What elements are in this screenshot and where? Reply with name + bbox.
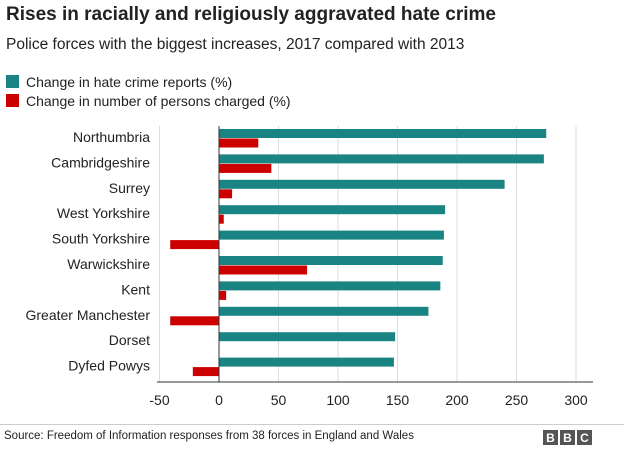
x-tick-label: 0	[215, 392, 223, 408]
bar-reports	[219, 281, 441, 291]
category-label: Greater Manchester	[26, 307, 151, 323]
bar-charged	[219, 163, 272, 173]
legend-label-reports: Change in hate crime reports (%)	[26, 73, 233, 90]
bar-reports	[219, 306, 429, 316]
bar-reports	[219, 154, 544, 164]
bar-reports	[219, 129, 547, 138]
bar-reports	[219, 205, 446, 215]
bbc-logo-letter: C	[577, 430, 592, 445]
bar-charged	[170, 240, 219, 250]
category-label: Dyfed Powys	[68, 358, 150, 374]
x-tick-label: 200	[445, 392, 469, 408]
legend-swatch-charged	[6, 94, 19, 107]
x-tick-label: -50	[149, 392, 169, 408]
bar-charged	[219, 290, 227, 300]
category-label: Surrey	[109, 180, 150, 196]
bbc-logo: B B C	[543, 430, 592, 445]
chart-title: Rises in racially and religiously aggrav…	[6, 4, 496, 25]
bar-charged	[219, 189, 233, 199]
legend-item-charged: Change in number of persons charged (%)	[6, 91, 291, 110]
source-note: Source: Freedom of Information responses…	[4, 430, 414, 442]
bar-charged	[192, 367, 219, 377]
category-label: Warwickshire	[67, 256, 150, 272]
bar-charged	[219, 138, 259, 148]
x-tick-label: 50	[271, 392, 287, 408]
legend: Change in hate crime reports (%) Change …	[6, 72, 291, 110]
chart-subtitle: Police forces with the biggest increases…	[6, 36, 465, 53]
bbc-logo-letter: B	[543, 430, 558, 445]
category-label: South Yorkshire	[52, 231, 150, 247]
bar-charged	[219, 214, 224, 224]
bar-charged	[170, 316, 219, 326]
category-label: Cambridgeshire	[51, 154, 150, 170]
bbc-logo-letter: B	[560, 430, 575, 445]
bar-reports	[219, 230, 444, 240]
bar-reports	[219, 256, 443, 265]
x-tick-label: 250	[505, 392, 529, 408]
bar-reports	[219, 357, 394, 367]
x-tick-label: 100	[326, 392, 350, 408]
category-label: Dorset	[109, 332, 150, 348]
legend-label-charged: Change in number of persons charged (%)	[26, 92, 291, 109]
category-label: West Yorkshire	[57, 205, 150, 221]
x-tick-label: 150	[386, 392, 410, 408]
legend-item-reports: Change in hate crime reports (%)	[6, 72, 291, 91]
x-tick-label: 300	[564, 392, 588, 408]
bar-reports	[219, 179, 505, 189]
legend-swatch-reports	[6, 75, 19, 88]
category-label: Northumbria	[73, 129, 150, 145]
bar-charged	[219, 265, 308, 275]
category-label: Kent	[121, 281, 150, 297]
bar-reports	[219, 332, 396, 342]
footer-divider	[0, 424, 624, 425]
